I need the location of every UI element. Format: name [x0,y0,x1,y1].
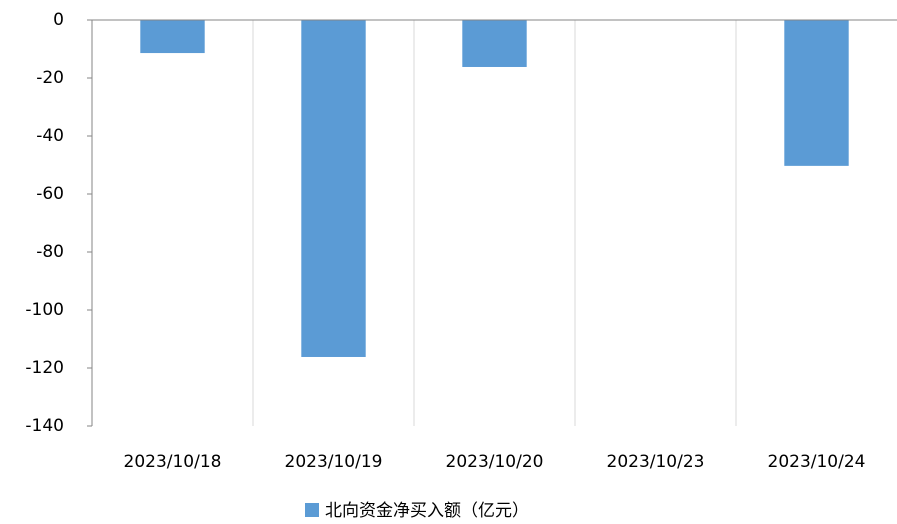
y-tick-label: -120 [25,358,64,378]
y-tick-label: -60 [36,184,64,204]
bar [462,20,527,67]
bar [140,20,205,54]
y-tick-label: -140 [25,416,64,436]
x-tick-label: 2023/10/19 [285,452,383,472]
y-tick-label: -100 [25,300,64,320]
legend-swatch [305,503,319,517]
x-tick-label: 2023/10/23 [607,452,705,472]
x-tick-label: 2023/10/20 [446,452,544,472]
bar [784,20,849,166]
x-tick-label: 2023/10/18 [124,452,222,472]
y-tick-label: -40 [36,126,64,146]
legend-label: 北向资金净买入额（亿元） [325,501,529,521]
y-tick-label: 0 [53,10,64,30]
x-tick-label: 2023/10/24 [768,452,866,472]
y-tick-label: -20 [36,68,64,88]
y-tick-label: -80 [36,242,64,262]
bar [301,20,366,357]
